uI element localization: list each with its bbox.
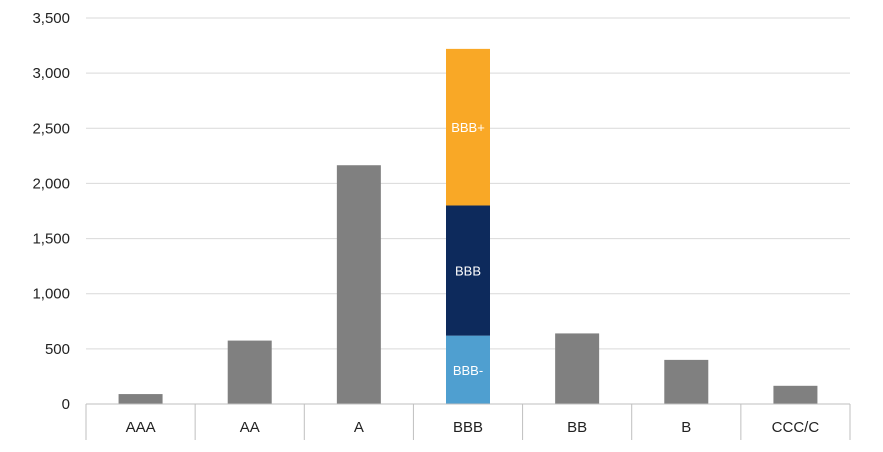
bar-segment — [446, 48, 490, 206]
bar-segment-label: BBB- — [453, 363, 483, 378]
x-category-label: A — [354, 419, 364, 436]
y-tick-label: 3,500 — [32, 10, 70, 27]
y-tick-label: 2,500 — [32, 120, 70, 137]
x-category-label: B — [681, 419, 691, 436]
y-tick-label: 3,000 — [32, 65, 70, 82]
y-tick-label: 0 — [62, 396, 70, 413]
x-category-label: AA — [240, 419, 260, 436]
x-category-label: BBB — [453, 419, 483, 436]
y-tick-label: 1,500 — [32, 231, 70, 248]
y-tick-label: 2,000 — [32, 175, 70, 192]
x-category-label: AAA — [126, 419, 156, 436]
bar-segment-label: BBB — [455, 264, 481, 279]
bar-segment — [446, 205, 490, 336]
y-tick-label: 1,000 — [32, 286, 70, 303]
bar-segment — [336, 165, 381, 404]
bar-segment-label: BBB+ — [451, 120, 485, 135]
x-category-label: CCC/C — [772, 419, 820, 436]
bar-segment — [227, 340, 272, 404]
bars: BBB- BBB BBB+ — [118, 48, 818, 404]
bar-segment — [118, 394, 163, 404]
bar-segment — [555, 333, 600, 404]
bar-segment — [664, 359, 709, 404]
y-axis-ticks: 0 500 1,000 1,500 2,000 2,500 3,000 3,500 — [32, 10, 70, 413]
y-tick-label: 500 — [45, 341, 70, 358]
bar-segment — [446, 335, 490, 404]
x-category-label: BB — [567, 419, 587, 436]
bar-segment — [773, 385, 818, 404]
x-axis: AAA AA A BBB BB B CCC/C — [85, 403, 851, 440]
